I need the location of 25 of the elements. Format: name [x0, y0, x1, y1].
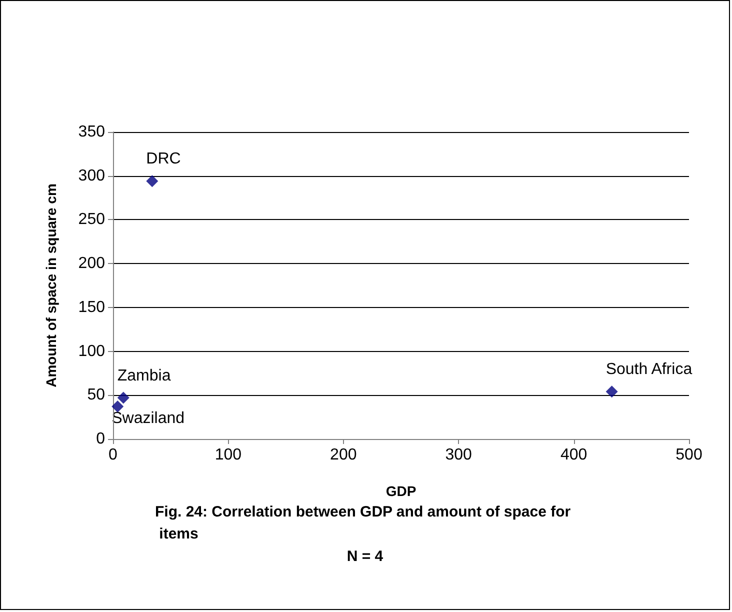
- y-tick-label: 350: [78, 124, 106, 140]
- point: [606, 386, 618, 398]
- x-tick-label: 500: [676, 446, 702, 464]
- y-axis-title: Amount of space in square cm: [43, 184, 59, 388]
- x-axis-title: GDP: [386, 483, 416, 499]
- x-tick-label: 300: [445, 446, 472, 464]
- x-tick-label: 100: [214, 446, 242, 464]
- annotation: Swaziland: [112, 410, 185, 428]
- annotation: South Africa: [606, 361, 692, 378]
- y-tick-label: 50: [87, 386, 106, 404]
- text: N = 4: [346, 548, 384, 565]
- x-tick-label: 400: [560, 446, 588, 464]
- y-tick-label: 300: [78, 167, 106, 184]
- point: [117, 392, 130, 404]
- y-tick-label: 100: [78, 342, 106, 360]
- text: Fig. 24: Correlation between GDP and amount of space for items: [155, 504, 571, 542]
- annotation: Zambia: [117, 367, 171, 384]
- x-tick-label: 0: [108, 446, 118, 464]
- annotation: DRC: [146, 150, 181, 168]
- y-tick-label: 0: [96, 430, 106, 448]
- point: [146, 175, 158, 188]
- y-tick-label: 250: [78, 211, 106, 228]
- y-tick-label: 200: [78, 255, 106, 272]
- y-tick-label: 150: [78, 298, 106, 316]
- x-tick-label: 200: [330, 446, 357, 464]
